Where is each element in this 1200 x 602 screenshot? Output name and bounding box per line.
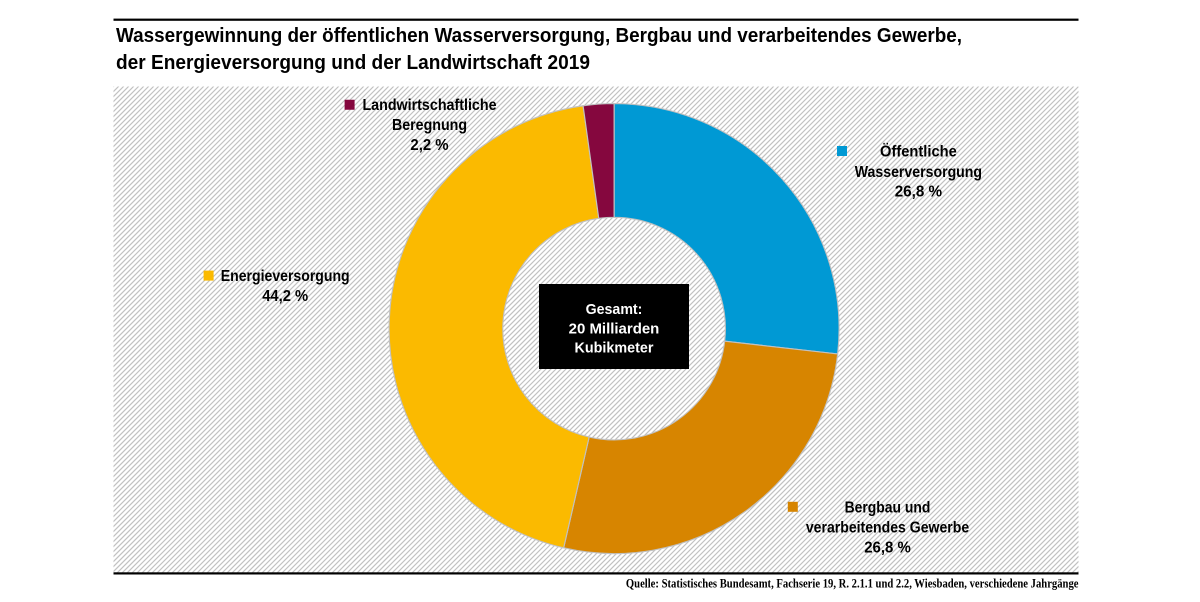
svg-text:Wassergewinnung der öffentlich: Wassergewinnung der öffentlichen Wasserv… — [116, 25, 962, 47]
svg-text:26,8 %: 26,8 % — [864, 540, 911, 557]
svg-text:Energieversorgung: Energieversorgung — [221, 268, 350, 285]
svg-text:der Energieversorgung und der: der Energieversorgung und der Landwirtsc… — [116, 52, 590, 74]
svg-text:Quelle: Statistisches Bundesam: Quelle: Statistisches Bundesamt, Fachser… — [626, 576, 1079, 591]
svg-text:Wasserversorgung: Wasserversorgung — [855, 164, 982, 181]
svg-text:Kubikmeter: Kubikmeter — [575, 340, 654, 357]
svg-text:44,2 %: 44,2 % — [262, 288, 308, 305]
svg-text:Landwirtschaftliche: Landwirtschaftliche — [362, 97, 496, 114]
svg-text:Öffentliche: Öffentliche — [880, 144, 957, 161]
svg-text:Gesamt:: Gesamt: — [586, 301, 643, 318]
svg-text:Beregnung: Beregnung — [392, 117, 467, 134]
svg-text:verarbeitendes Gewerbe: verarbeitendes Gewerbe — [806, 520, 970, 537]
svg-text:Bergbau und: Bergbau und — [845, 500, 931, 517]
svg-text:20 Milliarden: 20 Milliarden — [569, 321, 660, 338]
svg-text:2,2 %: 2,2 % — [410, 137, 448, 154]
svg-text:26,8 %: 26,8 % — [895, 183, 943, 200]
